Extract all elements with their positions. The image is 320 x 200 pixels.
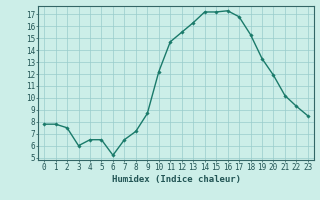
- X-axis label: Humidex (Indice chaleur): Humidex (Indice chaleur): [111, 175, 241, 184]
